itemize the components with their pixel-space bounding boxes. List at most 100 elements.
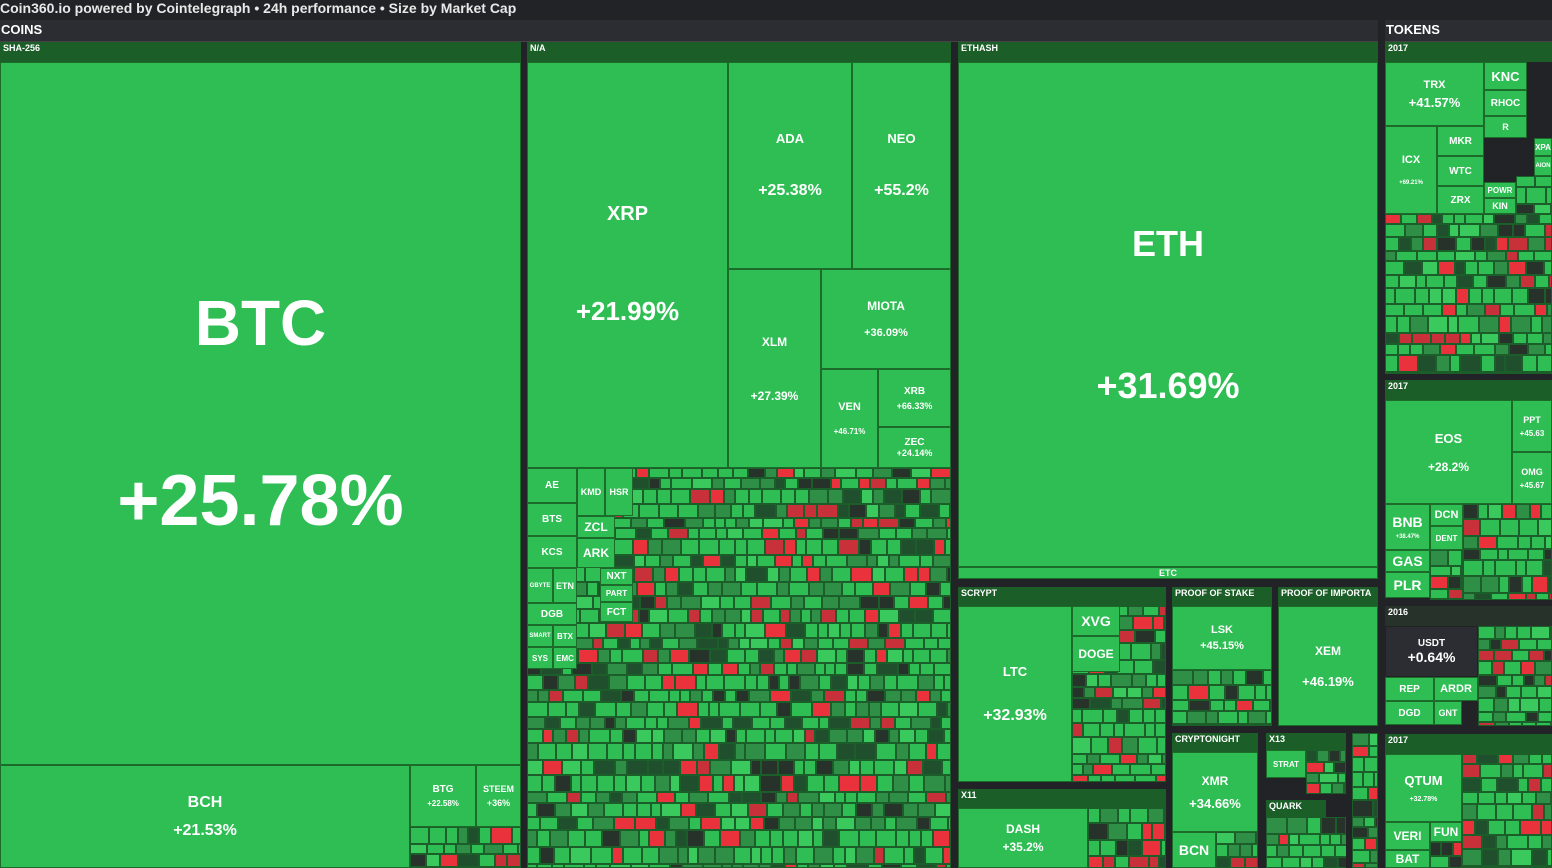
mini-coin-tile[interactable] (1255, 685, 1266, 700)
tile-veri[interactable]: VERI (1385, 822, 1430, 850)
mini-coin-tile[interactable] (1352, 757, 1364, 772)
mini-coin-tile[interactable] (1463, 576, 1481, 593)
mini-coin-tile[interactable] (918, 567, 930, 582)
mini-coin-tile[interactable] (834, 864, 847, 868)
mini-coin-tile[interactable] (1128, 840, 1142, 856)
mini-coin-tile[interactable] (692, 478, 712, 489)
mini-coin-tile[interactable] (837, 743, 855, 760)
mini-coin-tile[interactable] (576, 717, 590, 729)
mini-coin-tile[interactable] (1545, 675, 1552, 686)
group-sha256[interactable]: SHA-256 (0, 42, 521, 62)
mini-coin-tile[interactable] (836, 817, 855, 830)
mini-coin-tile[interactable] (1282, 857, 1300, 868)
mini-coin-tile[interactable] (1501, 764, 1513, 778)
mini-coin-tile[interactable] (1521, 686, 1537, 698)
mini-coin-tile[interactable] (1478, 722, 1495, 726)
mini-coin-tile[interactable] (831, 675, 847, 690)
mini-coin-tile[interactable] (765, 729, 775, 743)
mini-coin-tile[interactable] (859, 830, 876, 847)
mini-coin-tile[interactable] (592, 663, 607, 675)
mini-coin-tile[interactable] (724, 478, 741, 489)
mini-coin-tile[interactable] (610, 729, 623, 743)
mini-coin-tile[interactable] (664, 702, 677, 717)
mini-coin-tile[interactable] (1509, 722, 1522, 726)
mini-coin-tile[interactable] (934, 663, 951, 675)
mini-coin-tile[interactable] (787, 792, 798, 803)
mini-coin-tile[interactable] (564, 864, 584, 868)
mini-coin-tile[interactable] (888, 623, 901, 638)
mini-coin-tile[interactable] (1159, 856, 1166, 868)
mini-coin-tile[interactable] (1072, 754, 1087, 764)
mini-coin-tile[interactable] (589, 623, 606, 638)
mini-coin-tile[interactable] (626, 717, 645, 729)
mini-coin-tile[interactable] (876, 830, 896, 847)
mini-coin-tile[interactable] (893, 775, 909, 792)
mini-coin-tile[interactable] (651, 528, 668, 539)
mini-coin-tile[interactable] (918, 803, 935, 817)
mini-coin-tile[interactable] (1456, 237, 1471, 251)
mini-coin-tile[interactable] (527, 760, 543, 775)
mini-coin-tile[interactable] (1153, 616, 1164, 630)
mini-coin-tile[interactable] (750, 817, 764, 830)
mini-coin-tile[interactable] (820, 567, 832, 582)
mini-coin-tile[interactable] (576, 596, 593, 609)
mini-coin-tile[interactable] (943, 847, 951, 864)
mini-coin-tile[interactable] (850, 717, 870, 729)
mini-coin-tile[interactable] (907, 760, 923, 775)
mini-coin-tile[interactable] (719, 702, 740, 717)
mini-coin-tile[interactable] (829, 717, 850, 729)
mini-coin-tile[interactable] (950, 504, 951, 518)
mini-coin-tile[interactable] (785, 717, 802, 729)
tile-xrp[interactable]: XRP +21.99% (527, 62, 728, 468)
mini-coin-tile[interactable] (1543, 333, 1552, 344)
mini-coin-tile[interactable] (699, 528, 716, 539)
mini-coin-tile[interactable] (1229, 724, 1241, 726)
mini-coin-tile[interactable] (1461, 566, 1463, 576)
mini-coin-tile[interactable] (537, 864, 552, 868)
mini-coin-tile[interactable] (642, 623, 660, 638)
mini-coin-tile[interactable] (725, 567, 735, 582)
mini-coin-tile[interactable] (1463, 549, 1480, 560)
mini-coin-tile[interactable] (1086, 674, 1098, 687)
mini-coin-tile[interactable] (895, 717, 911, 729)
mini-coin-tile[interactable] (728, 638, 739, 649)
mini-coin-tile[interactable] (1324, 857, 1338, 868)
mini-coin-tile[interactable] (1547, 304, 1552, 316)
mini-coin-tile[interactable] (548, 702, 566, 717)
mini-coin-tile[interactable] (636, 468, 649, 478)
mini-coin-tile[interactable] (1155, 709, 1166, 723)
mini-coin-tile[interactable] (701, 717, 722, 729)
mini-coin-tile[interactable] (856, 803, 872, 817)
mini-coin-tile[interactable] (669, 468, 682, 478)
tile-xvg[interactable]: XVG (1072, 606, 1120, 636)
mini-coin-tile[interactable] (836, 649, 847, 663)
mini-coin-tile[interactable] (876, 743, 896, 760)
mini-coin-tile[interactable] (944, 729, 951, 743)
mini-coin-tile[interactable] (1545, 288, 1552, 304)
mini-coin-tile[interactable] (1462, 849, 1482, 866)
mini-coin-tile[interactable] (860, 775, 877, 792)
mini-coin-tile[interactable] (752, 717, 770, 729)
mini-coin-tile[interactable] (1544, 650, 1552, 661)
mini-coin-tile[interactable] (1161, 840, 1166, 856)
mini-coin-tile[interactable] (610, 864, 631, 868)
mini-coin-tile[interactable] (538, 690, 549, 702)
mini-coin-tile[interactable] (429, 827, 446, 844)
mini-coin-tile[interactable] (1120, 754, 1137, 764)
mini-coin-tile[interactable] (1423, 344, 1440, 355)
mini-coin-tile[interactable] (849, 504, 866, 518)
mini-coin-tile[interactable] (821, 609, 836, 623)
mini-coin-tile[interactable] (735, 743, 745, 760)
mini-coin-tile[interactable] (680, 690, 690, 702)
mini-coin-tile[interactable] (537, 803, 555, 817)
mini-coin-tile[interactable] (1498, 754, 1513, 764)
tile-bch[interactable]: BCH +21.53% (0, 765, 410, 868)
mini-coin-tile[interactable] (1352, 817, 1364, 827)
mini-coin-tile[interactable] (560, 717, 576, 729)
mini-coin-tile[interactable] (920, 489, 931, 504)
mini-coin-tile[interactable] (670, 649, 689, 663)
mini-coin-tile[interactable] (1462, 820, 1475, 835)
mini-coin-tile[interactable] (440, 854, 458, 867)
mini-coin-tile[interactable] (665, 830, 676, 847)
mini-coin-tile[interactable] (1481, 333, 1499, 344)
